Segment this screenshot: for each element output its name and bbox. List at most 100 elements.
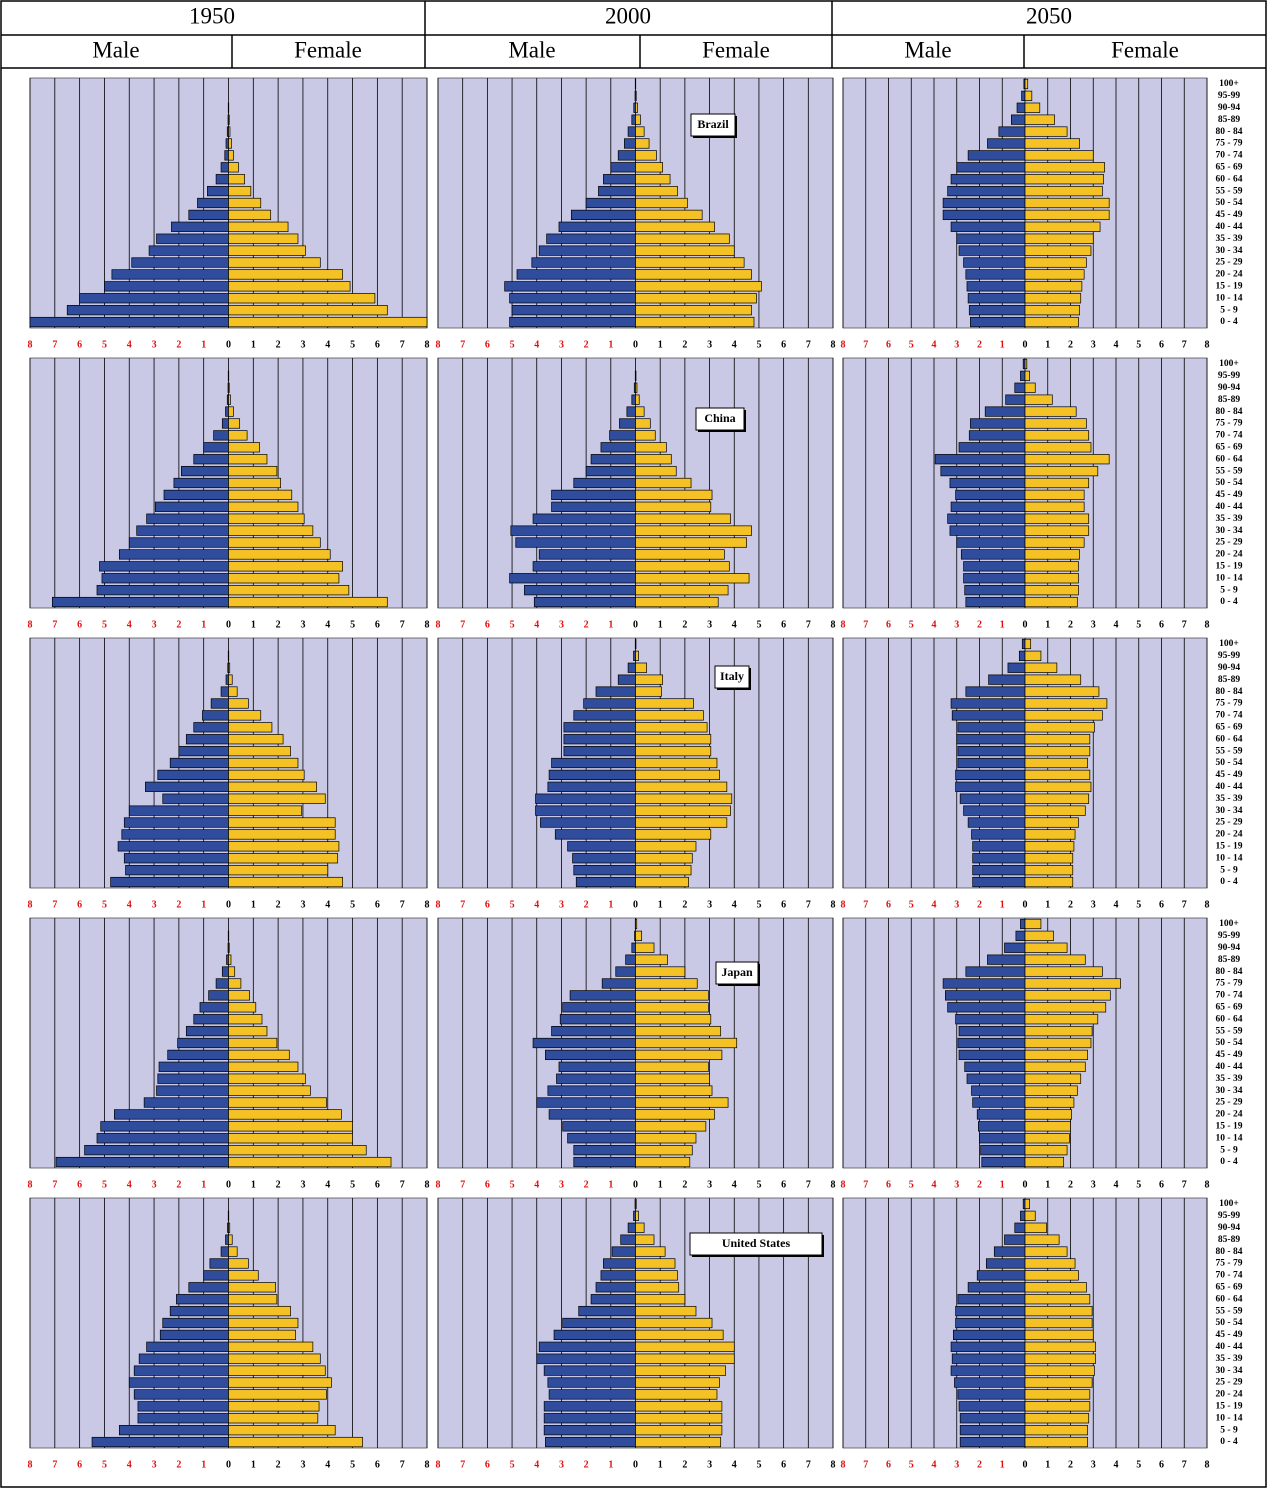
x-tick-label: 0 [226, 339, 231, 350]
female-bar [635, 841, 697, 852]
male-bar [556, 1073, 636, 1084]
male-bar [631, 114, 636, 125]
age-label: 70 - 74 [1216, 711, 1243, 721]
male-bar [573, 1156, 636, 1168]
male-bar [532, 561, 636, 572]
pyramid-panel: 0 1 1 2 2 3 3 4 4 5 5 6 6 7 7 8 8 [841, 637, 1210, 910]
female-bar [635, 1156, 691, 1168]
x-tick-label: 2 [176, 899, 181, 910]
female-bar [1024, 442, 1092, 453]
female-bar [1024, 1133, 1070, 1144]
male-bar [957, 745, 1026, 757]
male-bar [972, 865, 1026, 876]
x-tick-label: 7 [52, 339, 57, 350]
male-bar [225, 674, 229, 685]
sex-header: Female [1111, 37, 1179, 62]
x-tick-label: 8 [28, 619, 33, 630]
female-bar [635, 573, 750, 584]
female-bar [1024, 722, 1095, 733]
female-bar [1024, 1025, 1093, 1037]
x-tick-label: 2 [977, 1179, 982, 1190]
male-bar [624, 138, 636, 149]
male-bar [558, 221, 636, 232]
sex-header: Female [294, 37, 362, 62]
female-bar [228, 549, 331, 560]
female-bar [1024, 209, 1110, 221]
female-bar [635, 1085, 713, 1096]
x-tick-label: 7 [1182, 339, 1187, 350]
male-bar [551, 489, 636, 501]
male-bar [947, 513, 1026, 524]
female-bar [1024, 1341, 1096, 1352]
x-tick-label: 2 [1068, 899, 1073, 910]
male-bar [173, 477, 229, 489]
age-label: 45 - 49 [1216, 770, 1243, 780]
column-header: 1950 [189, 3, 235, 28]
x-tick-label: 2 [176, 1459, 181, 1470]
male-bar [225, 406, 229, 417]
female-bar [635, 209, 703, 221]
x-tick-label: 6 [375, 1459, 380, 1470]
pyramid-panel: 0 1 1 2 2 3 3 4 4 5 5 6 6 7 7 8 8 Brazil [436, 77, 836, 350]
x-tick-label: 1 [201, 1459, 206, 1470]
x-tick-label: 5 [350, 1179, 355, 1190]
female-bar [635, 1329, 724, 1341]
female-bar [228, 1377, 332, 1388]
male-bar [1005, 394, 1026, 405]
female-bar [228, 477, 281, 489]
male-bar [511, 305, 636, 316]
female-bar [635, 430, 656, 441]
male-bar [609, 430, 636, 441]
x-tick-label: 2 [276, 339, 281, 350]
x-tick-label: 4 [932, 619, 937, 630]
female-bar [635, 197, 688, 209]
female-bar [635, 954, 668, 965]
male-bar [55, 1156, 229, 1168]
female-bar [228, 1037, 278, 1049]
x-tick-label: 6 [886, 1179, 891, 1190]
male-bar [185, 734, 229, 745]
male-bar [562, 1317, 636, 1329]
male-bar [171, 221, 229, 232]
age-label: 35 - 39 [1216, 514, 1243, 524]
male-bar [971, 1085, 1026, 1096]
x-tick-label: 1 [1000, 1179, 1005, 1190]
age-label: 70 - 74 [1216, 151, 1243, 161]
female-bar [635, 114, 641, 125]
male-bar [547, 781, 636, 792]
male-bar [954, 1377, 1026, 1388]
age-label: 80 - 84 [1216, 967, 1243, 977]
male-bar [985, 1258, 1026, 1269]
female-bar [228, 1246, 238, 1257]
female-bar [1024, 769, 1091, 781]
x-tick-label: 5 [909, 899, 914, 910]
female-bar [635, 221, 715, 232]
female-bar [635, 442, 667, 453]
female-bar [228, 1365, 326, 1376]
x-tick-label: 4 [732, 1179, 737, 1190]
male-bar [958, 1025, 1026, 1037]
male-bar [960, 549, 1026, 560]
female-bar [228, 1317, 299, 1329]
male-bar [177, 1037, 229, 1049]
age-label: 75 - 79 [1216, 699, 1243, 709]
male-bar [1004, 1234, 1026, 1245]
female-bar [635, 674, 664, 685]
female-bar [635, 1014, 712, 1025]
female-bar [228, 293, 376, 304]
male-bar [29, 316, 229, 328]
female-bar [1024, 174, 1104, 185]
x-tick-label: 4 [325, 339, 330, 350]
age-label: 85-89 [1218, 675, 1240, 685]
x-tick-label: 3 [1091, 1179, 1096, 1190]
female-bar [1024, 1097, 1075, 1108]
x-tick-label: 1 [1000, 899, 1005, 910]
age-label: 40 - 44 [1216, 1342, 1243, 1352]
female-bar [228, 1294, 278, 1305]
x-tick-label: 4 [127, 1459, 132, 1470]
x-tick-label: 4 [534, 619, 539, 630]
age-label: 25 - 29 [1216, 1098, 1243, 1108]
male-bar [947, 1002, 1026, 1013]
x-tick-label: 4 [932, 899, 937, 910]
male-bar [551, 757, 636, 769]
